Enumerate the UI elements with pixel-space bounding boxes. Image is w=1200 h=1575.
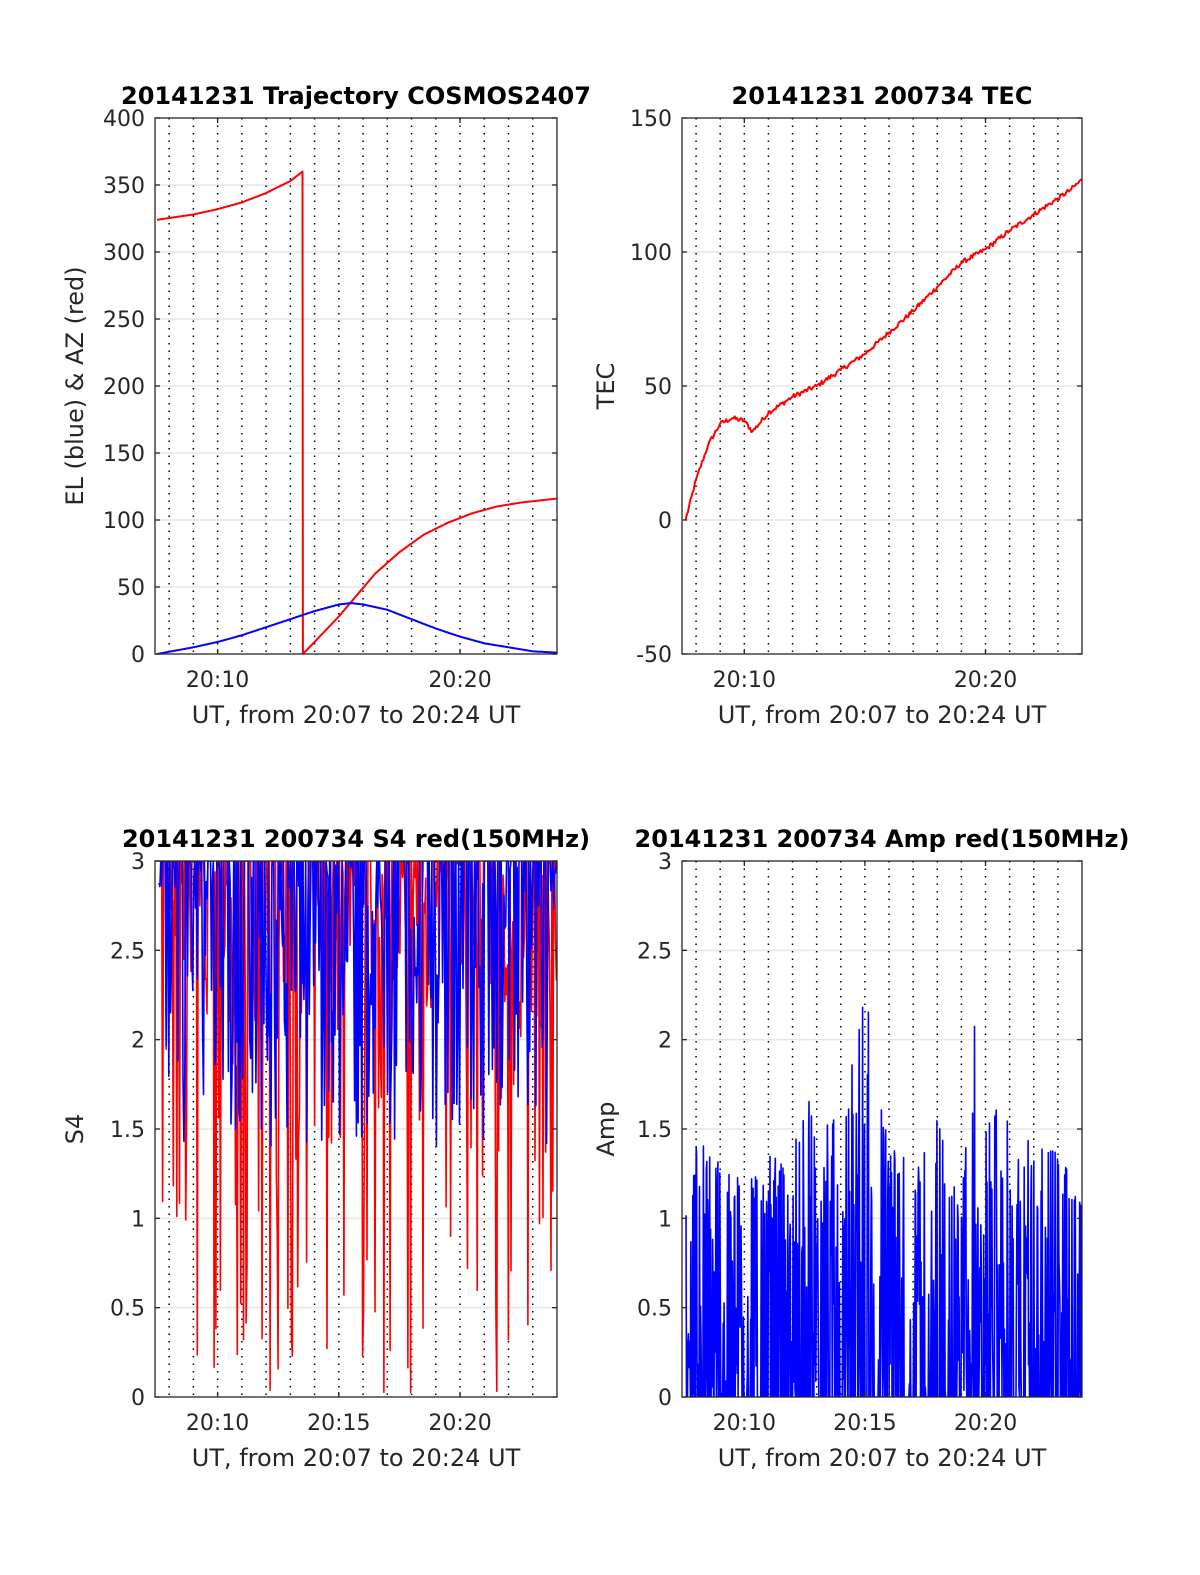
series-line-2: [158, 861, 557, 1147]
chart-1: 0 50 100 150 200 250 300 350 400 20:10 20:20 201412…: [61, 82, 591, 729]
chart-title: 20141231 Trajectory COSMOS2407: [121, 82, 591, 110]
y-tick-label: 2.5: [637, 939, 672, 964]
y-tick-label: 0: [131, 643, 145, 668]
y-tick-label: 3: [658, 850, 672, 875]
y-tick-label: 0: [658, 1386, 672, 1411]
chart-3: 0 0.5 1 1.5 2 2.5 3 20:10 20:15 20:20 20141231 200…: [61, 825, 590, 1472]
x-tick-label: 20:10: [186, 668, 249, 693]
chart-4: 0 0.5 1 1.5 2 2.5 3 20:10 20:15 20:20 20141231 200…: [592, 825, 1129, 1472]
y-axis-label: EL (blue) & AZ (red): [61, 266, 89, 505]
series-line-1: [685, 1006, 1082, 1397]
x-axis-label: UT, from 20:07 to 20:24 UT: [192, 1444, 521, 1472]
series-line-1: [156, 170, 557, 654]
x-tick-label: 20:20: [428, 1411, 491, 1436]
y-tick-label: 50: [644, 375, 672, 400]
chart-title: 20141231 200734 Amp red(150MHz): [635, 825, 1130, 853]
y-tick-label: 0.5: [637, 1297, 672, 1322]
x-tick-label: 20:10: [713, 1411, 776, 1436]
x-tick-label: 20:15: [307, 1411, 370, 1436]
y-tick-label: -50: [636, 643, 672, 668]
y-axis-label: Amp: [592, 1101, 620, 1156]
y-tick-label: 100: [630, 241, 672, 266]
y-tick-label: 400: [103, 107, 145, 132]
y-tick-label: 150: [103, 442, 145, 467]
y-tick-label: 0: [658, 509, 672, 534]
x-tick-label: 20:10: [713, 668, 776, 693]
y-tick-label: 2: [658, 1029, 672, 1054]
series-group: [156, 170, 557, 654]
chart-2: -50 0 50 100 150 20:10 20:20 20141231 200734 TE…: [592, 82, 1083, 729]
y-tick-label: 1: [658, 1207, 672, 1232]
x-tick-label: 20:15: [833, 1411, 896, 1436]
y-tick-label: 1.5: [110, 1118, 145, 1143]
x-tick-label: 20:20: [954, 668, 1017, 693]
y-tick-label: 100: [103, 509, 145, 534]
series-group: [684, 178, 1082, 521]
x-tick-label: 20:10: [186, 1411, 249, 1436]
series-line-2: [156, 602, 557, 654]
y-tick-label: 0: [131, 1386, 145, 1411]
y-tick-label: 1.5: [637, 1118, 672, 1143]
x-axis-label: UT, from 20:07 to 20:24 UT: [718, 701, 1047, 729]
y-tick-label: 50: [117, 576, 145, 601]
x-tick-label: 20:20: [954, 1411, 1017, 1436]
y-tick-label: 3: [131, 850, 145, 875]
chart-title: 20141231 200734 S4 red(150MHz): [122, 825, 590, 853]
y-tick-label: 2: [131, 1029, 145, 1054]
x-tick-label: 20:20: [428, 668, 491, 693]
y-tick-label: 2.5: [110, 939, 145, 964]
y-tick-label: 250: [103, 308, 145, 333]
chart-title: 20141231 200734 TEC: [732, 82, 1033, 110]
y-tick-label: 0.5: [110, 1297, 145, 1322]
y-tick-label: 200: [103, 375, 145, 400]
x-axis-label: UT, from 20:07 to 20:24 UT: [718, 1444, 1047, 1472]
series-group: [158, 861, 557, 1394]
y-axis-label: TEC: [592, 363, 620, 411]
series-group: [685, 1006, 1082, 1397]
y-tick-label: 300: [103, 241, 145, 266]
y-axis-label: S4: [61, 1114, 89, 1145]
y-tick-label: 1: [131, 1207, 145, 1232]
x-axis-label: UT, from 20:07 to 20:24 UT: [192, 701, 521, 729]
y-tick-label: 150: [630, 107, 672, 132]
series-line-1: [684, 178, 1082, 521]
y-tick-label: 350: [103, 174, 145, 199]
